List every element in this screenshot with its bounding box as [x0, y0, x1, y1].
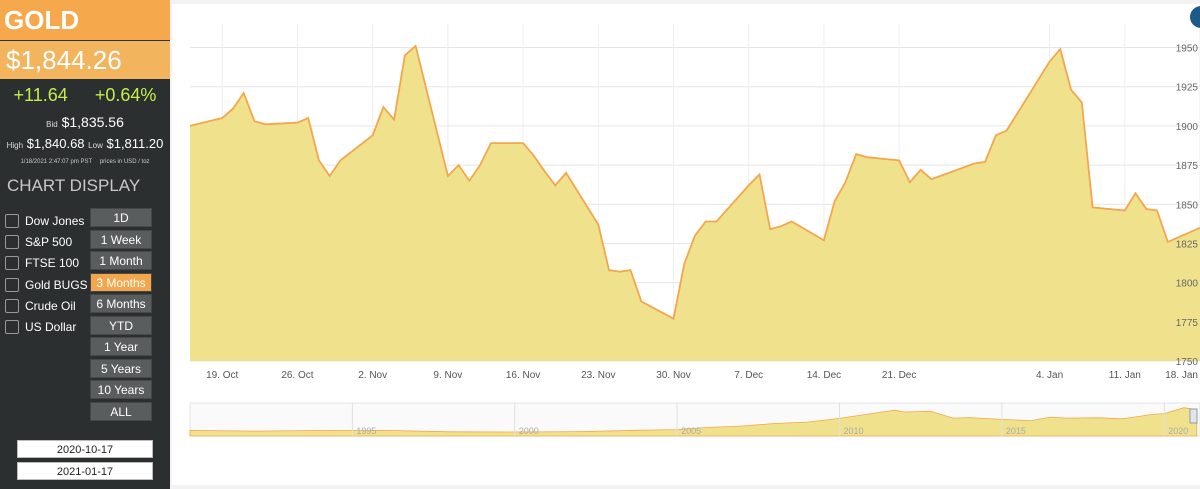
range-button-ytd[interactable]: YTD	[90, 316, 152, 335]
price-change-percent: +0.64%	[94, 85, 157, 105]
y-tick-label: 1950	[1176, 44, 1199, 55]
range-button-3-months[interactable]: 3 Months	[90, 273, 152, 292]
bid-value: $1,835.56	[61, 114, 124, 130]
chart-display-title: CHART DISPLAY	[7, 176, 141, 195]
x-tick-label: 16. Nov	[506, 370, 540, 381]
checkbox[interactable]	[5, 256, 19, 270]
checkbox[interactable]	[5, 299, 19, 313]
quote-timestamp: 1/18/2021 2:47:07 pm PST	[20, 159, 93, 165]
overlay-gold-bugs[interactable]: Gold BUGS	[5, 277, 88, 293]
price-chart[interactable]: 1750 1775 1800 1825 1850 1875 1900 1925 1950 19. …	[172, 4, 1200, 384]
chart-menu-icon[interactable]	[1190, 6, 1200, 28]
date-from-input[interactable]: 2020-10-17	[17, 440, 153, 458]
current-price: $1,844.26	[0, 41, 170, 79]
x-tick-label: 9. Nov	[433, 370, 462, 381]
low-value: $1,811.20	[106, 136, 164, 151]
quote-sidebar: GOLD $1,844.26 +11.64 +0.64% Bid $1,835.…	[0, 0, 170, 489]
chart-area: 1750 1775 1800 1825 1850 1875 1900 1925 1950 19. …	[172, 4, 1200, 485]
x-tick-label: 23. Nov	[581, 370, 615, 381]
range-button-all[interactable]: ALL	[90, 402, 152, 421]
y-tick-label: 1900	[1176, 122, 1199, 133]
overlay-label: S&P 500	[25, 235, 73, 249]
range-button-10-years[interactable]: 10 Years	[90, 380, 152, 399]
x-tick-label: 30. Nov	[656, 370, 690, 381]
low-label: Low	[88, 141, 103, 150]
high-label: High	[6, 141, 24, 150]
overlay-sp-500[interactable]: S&P 500	[5, 234, 72, 250]
price-line	[189, 44, 1200, 321]
x-tick-label: 7. Dec	[734, 370, 763, 381]
bid-label: Bid	[46, 120, 58, 129]
navigator-tick-label: 2010	[844, 426, 864, 436]
quote-meta: 1/18/2021 2:47:07 pm PST prices in USD /…	[0, 159, 170, 165]
date-to-input[interactable]: 2021-01-17	[17, 462, 153, 480]
high-value: $1,840.68	[26, 136, 85, 151]
y-tick-label: 1750	[1176, 357, 1199, 368]
overlay-us-dollar[interactable]: US Dollar	[5, 319, 76, 335]
x-tick-label: 14. Dec	[807, 370, 841, 381]
price-change: +11.64	[13, 85, 68, 105]
navigator-chart[interactable]: 1995 2000 2005 2010 2015 2020	[172, 4, 1200, 485]
range-button-1-year[interactable]: 1 Year	[90, 337, 152, 356]
y-tick-label: 1850	[1176, 200, 1199, 211]
overlay-ftse-100[interactable]: FTSE 100	[5, 255, 79, 271]
overlay-label: FTSE 100	[25, 256, 80, 270]
x-tick-label: 2. Nov	[358, 370, 387, 381]
navigator-tick-label: 2020	[1168, 426, 1188, 436]
x-tick-label: 18. Jan	[1165, 370, 1198, 381]
y-tick-label: 1925	[1176, 83, 1199, 94]
navigator-tick-label: 1995	[356, 426, 376, 436]
checkbox[interactable]	[5, 214, 19, 228]
x-tick-label: 19. Oct	[206, 370, 238, 381]
overlay-label: US Dollar	[25, 320, 77, 334]
navigator-tick-label: 2015	[1006, 426, 1026, 436]
bid-row: Bid $1,835.56	[0, 114, 170, 130]
overlay-label: Gold BUGS	[25, 278, 88, 292]
range-button-1d[interactable]: 1D	[90, 208, 152, 227]
price-area	[190, 45, 1200, 362]
y-tick-label: 1775	[1176, 318, 1199, 329]
range-button-1-week[interactable]: 1 Week	[90, 230, 152, 249]
instrument-title: GOLD	[0, 0, 170, 40]
navigator-tick-label: 2000	[519, 426, 539, 436]
x-tick-label: 11. Jan	[1109, 370, 1141, 381]
checkbox[interactable]	[5, 235, 19, 249]
price-units: prices in USD / toz	[99, 159, 150, 165]
overlay-dow-jones[interactable]: Dow Jones	[5, 213, 84, 229]
navigator-handle	[1189, 408, 1198, 424]
change-row: +11.64 +0.64%	[0, 79, 170, 106]
checkbox[interactable]	[5, 320, 19, 334]
x-tick-label: 4. Jan	[1036, 370, 1063, 381]
x-tick-label: 26. Oct	[281, 370, 313, 381]
overlay-crude-oil[interactable]: Crude Oil	[5, 298, 76, 314]
checkbox[interactable]	[5, 278, 19, 292]
navigator-area	[189, 407, 1198, 437]
y-tick-label: 1825	[1176, 239, 1199, 250]
high-low-row: High $1,840.68 Low $1,811.20	[0, 136, 170, 151]
x-tick-label: 21. Dec	[882, 370, 916, 381]
y-tick-label: 1875	[1176, 161, 1199, 172]
y-tick-label: 1800	[1176, 279, 1199, 290]
overlay-label: Dow Jones	[25, 214, 85, 228]
navigator-tick-label: 2005	[681, 426, 701, 436]
range-button-6-months[interactable]: 6 Months	[90, 294, 152, 313]
range-button-1-month[interactable]: 1 Month	[90, 251, 152, 270]
overlay-label: Crude Oil	[25, 299, 76, 313]
range-button-5-years[interactable]: 5 Years	[90, 359, 152, 378]
